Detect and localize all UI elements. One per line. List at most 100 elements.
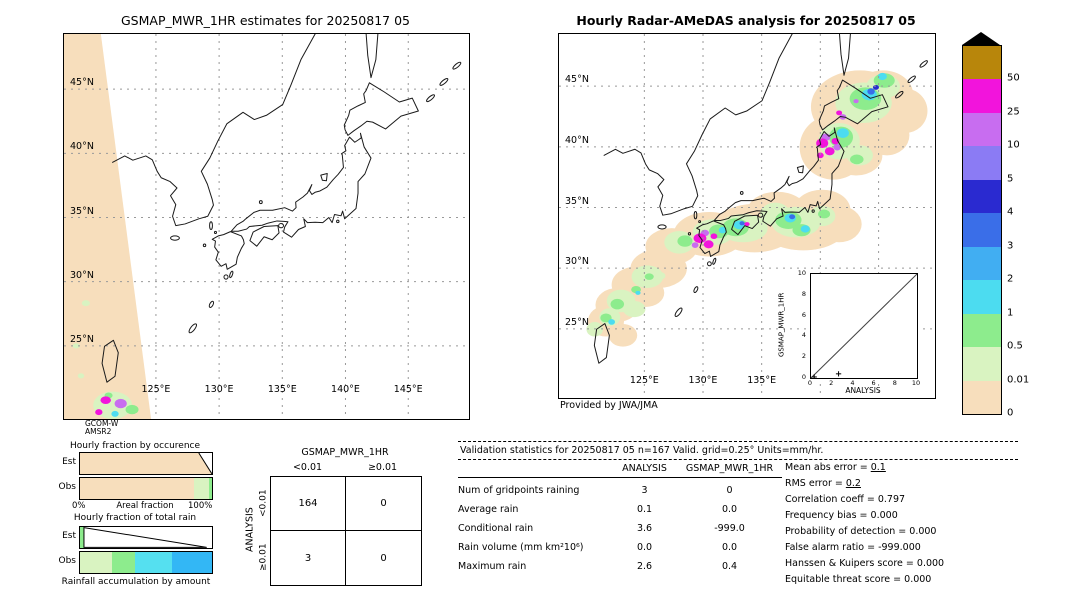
bar-segment — [193, 478, 210, 499]
inset-x-tick: 10 — [911, 379, 921, 387]
colorbar-label-1: 1 — [1007, 307, 1014, 319]
score-line: False alarm ratio = -999.000 — [785, 542, 921, 553]
inset-y-tick: 0 — [801, 373, 806, 381]
colorbar-label-0.01: 0.01 — [1007, 374, 1030, 386]
total-rain-title: Hourly fraction of total rain — [73, 513, 197, 523]
score-line: Hanssen & Kuipers score = 0.000 — [785, 558, 945, 569]
right-lon-label-125e: 125°E — [629, 375, 659, 386]
total-rain-obs-label: Obs — [58, 556, 77, 566]
right-lon-label-130e: 130°E — [688, 375, 718, 386]
left-lon-label-130e: 130°E — [204, 384, 234, 395]
occurrence-est-label: Est — [62, 457, 76, 467]
occurrence-est-bar — [79, 452, 213, 475]
stats-row: Average rain 0.1 0.0 — [458, 504, 738, 515]
colorbar-label-0: 0 — [1007, 407, 1014, 419]
contingency-row-header-lt: <0.01 — [258, 489, 269, 517]
total-rain-est-label: Est — [62, 531, 76, 541]
inset-plot-area — [810, 273, 918, 379]
left-lat-label-40n: 40°N — [70, 141, 94, 153]
right-lat-label-35n: 35°N — [565, 195, 589, 207]
left-lon-label-140e: 140°E — [331, 384, 360, 395]
bar-segment — [172, 552, 212, 573]
left-lon-label-135e: 135°E — [267, 384, 297, 395]
contingency-title: GSMAP_MWR_1HR — [301, 447, 389, 458]
left-map-canvas — [64, 34, 469, 419]
colorbar-block-2 — [963, 246, 1001, 281]
stats-table: Num of gridpoints raining 3 0 Average rain 0… — [458, 481, 782, 576]
colorbar-block-0.5 — [963, 313, 1001, 348]
score-line: Frequency bias = 0.000 — [785, 510, 898, 521]
colorbar-block-5 — [963, 146, 1001, 180]
stats-col-gsmap: GSMAP_MWR_1HR — [685, 463, 774, 474]
left-lat-label-45n: 45°N — [70, 76, 94, 88]
occurrence-xmax: 100% — [188, 501, 213, 511]
right-lat-label-40n: 40°N — [565, 134, 589, 146]
right-lat-label-25n: 25°N — [565, 316, 589, 328]
right-lat-label-30n: 30°N — [565, 255, 589, 267]
colorbar-block-50 — [963, 46, 1001, 80]
score-line: Probability of detection = 0.000 — [785, 526, 937, 537]
satellite-swath — [64, 34, 152, 419]
contingency-side-label: ANALYSIS — [244, 507, 256, 553]
inset-xlabel: ANALYSIS — [845, 386, 881, 395]
left-lat-label-35n: 35°N — [70, 205, 94, 217]
contingency-col-header-lt: <0.01 — [292, 462, 323, 473]
contingency-cell-hit-none: 164 — [271, 477, 346, 531]
inset-y-tick: 8 — [801, 289, 806, 298]
total-rain-est-bar — [79, 526, 213, 549]
total-rain-caption: Rainfall accumulation by amount — [61, 577, 211, 587]
bar-segment — [80, 453, 212, 474]
score-line: RMS error = 0.2 — [785, 478, 861, 489]
colorbar-label-2: 2 — [1007, 273, 1014, 285]
occurrence-obs-bar — [79, 477, 213, 500]
inset-y-tick: 6 — [801, 310, 806, 319]
stats-row: Conditional rain 3.6 -999.0 — [458, 523, 745, 534]
occurrence-title: Hourly fraction by occurence — [69, 441, 201, 451]
inset-scatter: GSMAP_MWR_1HR 0 2 4 6 8 10 0 2 4 6 8 10 ANALYSIS — [774, 265, 926, 398]
left-lat-label-30n: 30°N — [70, 269, 94, 281]
colorbar-block-3 — [963, 213, 1001, 247]
colorbar-block-10 — [963, 112, 1001, 147]
colorbar-label-50: 50 — [1007, 72, 1020, 84]
inset-x-tick: 2 — [829, 379, 834, 387]
colorbar-label-25: 25 — [1007, 106, 1020, 118]
bar-segment — [80, 478, 194, 499]
inset-x-tick: 8 — [892, 379, 897, 387]
occurrence-obs-label: Obs — [58, 482, 77, 492]
colorbar-block-0 — [963, 380, 1001, 414]
contingency-cell-miss: 3 — [271, 531, 346, 585]
map-credit: Provided by JWA/JMA — [560, 400, 658, 411]
right-lat-label-45n: 45°N — [565, 73, 589, 85]
sensor-label: GCOM-W AMSR2 — [85, 420, 118, 436]
left-lon-label-125e: 125°E — [141, 384, 171, 395]
total-rain-obs-bar — [79, 551, 213, 574]
score-line: Mean abs error = 0.1 — [785, 462, 886, 473]
identity-line — [811, 274, 917, 378]
stats-row: Rain volume (mm km²10⁶) 0.0 0.0 — [458, 542, 738, 553]
bar-segment — [209, 478, 212, 499]
colorbar-label-3: 3 — [1007, 240, 1014, 252]
inset-x-tick: 6 — [871, 379, 876, 387]
bar-segment — [80, 527, 84, 548]
inset-x-tick: 4 — [850, 379, 855, 387]
colorbar-block-1 — [963, 280, 1001, 314]
right-map: 45°N 40°N 35°N 30°N 25°N 125°E 130°E 135… — [558, 33, 936, 399]
contingency-cell-hit: 0 — [380, 552, 387, 564]
contingency-col-header-ge: ≥0.01 — [367, 462, 398, 473]
colorbar-label-0.5: 0.5 — [1007, 340, 1023, 352]
colorbar-label-5: 5 — [1007, 173, 1014, 185]
stats-title: Validation statistics for 20250817 05 n=… — [460, 445, 824, 456]
inset-ylabel: GSMAP_MWR_1HR — [777, 292, 786, 358]
inset-y-tick: 2 — [801, 352, 806, 361]
bar-segment — [80, 552, 112, 573]
score-line: Equitable threat score = 0.000 — [785, 574, 932, 585]
occurrence-xmin: 0% — [72, 501, 86, 511]
inset-y-tick: 4 — [801, 331, 806, 340]
stats-row: Maximum rain 2.6 0.4 — [458, 561, 738, 572]
stats-scores: Mean abs error = 0.1 RMS error = 0.2 Corre… — [785, 460, 1020, 588]
colorbar-block-25 — [963, 79, 1001, 113]
bar-segment — [135, 552, 173, 573]
sensor-line1: GCOM-W — [85, 419, 119, 428]
colorbar-overflow-triangle — [962, 32, 1000, 45]
